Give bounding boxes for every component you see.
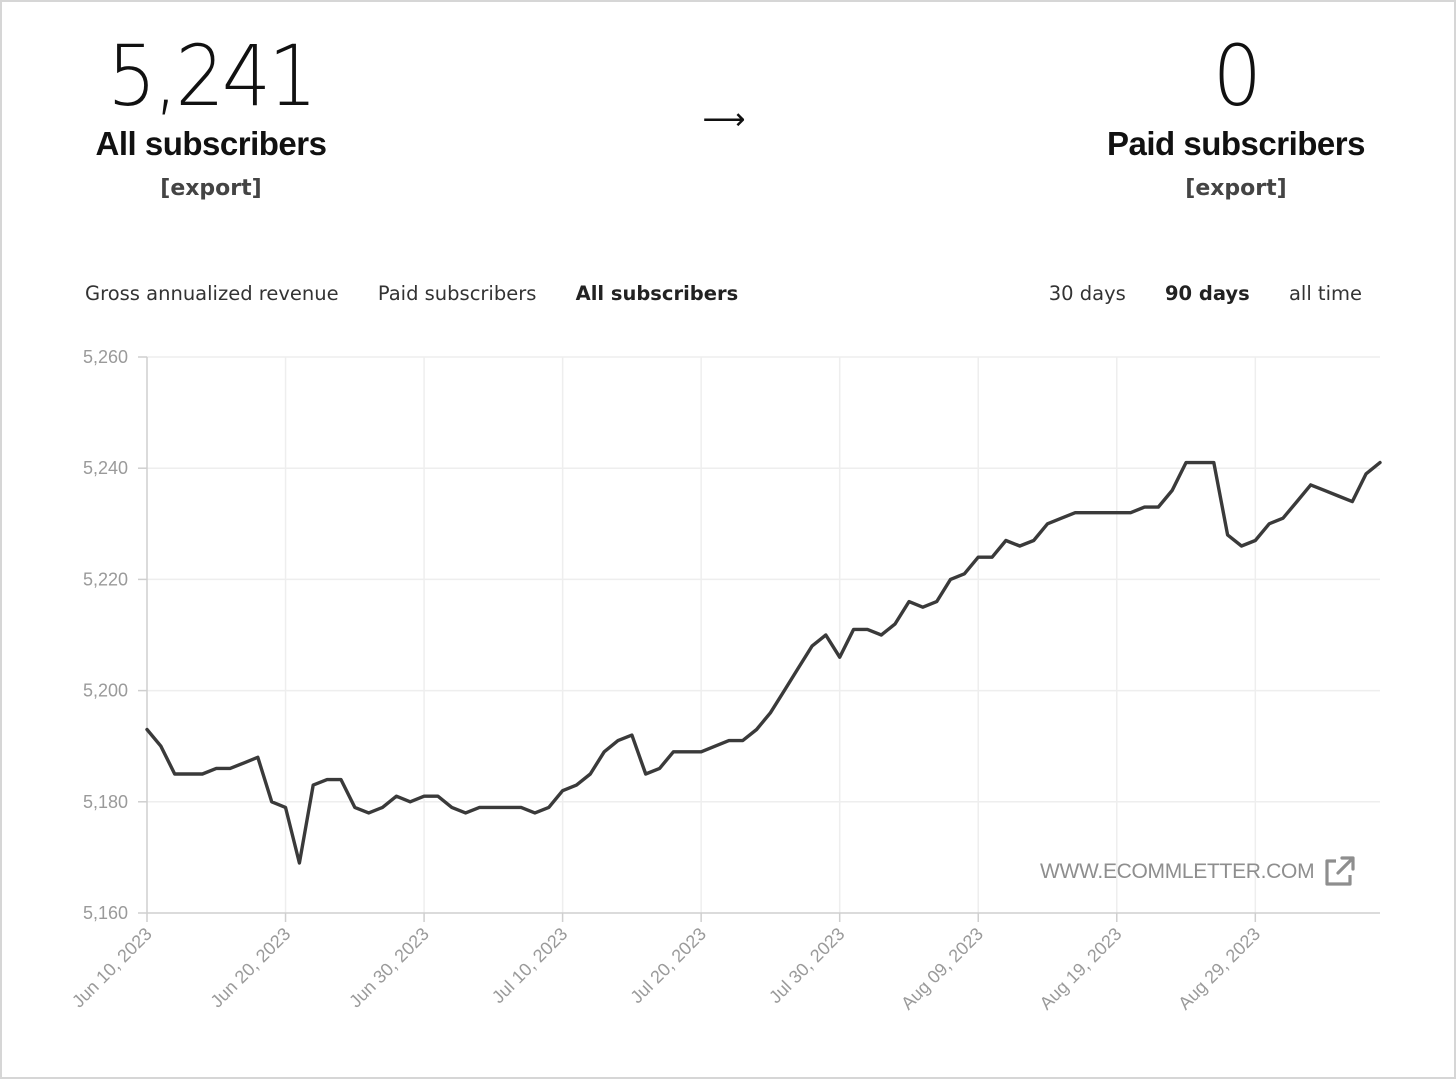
series-line-0 bbox=[145, 460, 1382, 865]
tab-gross-annualized-revenue[interactable]: Gross annualized revenue bbox=[85, 282, 339, 305]
all-subscribers-count: 5,241 bbox=[107, 27, 317, 125]
paid-subscribers-stat: 0 Paid subscribers [export] bbox=[1056, 28, 1416, 203]
y-tick-label: 5,180 bbox=[83, 792, 128, 812]
x-tick-label: Jun 30, 2023 bbox=[345, 924, 433, 1012]
tab-all-subscribers[interactable]: All subscribers bbox=[575, 282, 739, 305]
x-tick-label: Jul 20, 2023 bbox=[626, 924, 709, 1007]
all-subscribers-stat: 5,241 All subscribers [export] bbox=[31, 28, 391, 203]
y-tick-label: 5,160 bbox=[83, 903, 128, 923]
chart-grid bbox=[147, 356, 1380, 913]
x-tick-label: Jun 10, 2023 bbox=[68, 924, 156, 1012]
y-tick-label: 5,260 bbox=[83, 347, 128, 367]
right-arrow-icon: ⟶ bbox=[702, 102, 746, 137]
paid-subscribers-label: Paid subscribers bbox=[1107, 125, 1365, 162]
x-tick-label: Jun 20, 2023 bbox=[207, 924, 295, 1012]
all-subscribers-label: All subscribers bbox=[95, 125, 327, 162]
external-link-icon bbox=[1325, 856, 1355, 886]
x-tick-label: Aug 19, 2023 bbox=[1036, 924, 1126, 1014]
chart-axes bbox=[138, 356, 1380, 922]
tab-30-days[interactable]: 30 days bbox=[1048, 282, 1126, 305]
paid-subscribers-count: 0 bbox=[1212, 27, 1262, 125]
tab-paid-subscribers[interactable]: Paid subscribers bbox=[377, 282, 537, 305]
y-tick-label: 5,200 bbox=[83, 681, 128, 701]
tab-all-time[interactable]: all time bbox=[1288, 282, 1362, 305]
watermark-text: WWW.ECOMMLETTER.COM bbox=[1040, 860, 1315, 883]
range-tabs: 30 days 90 days all time bbox=[1016, 282, 1362, 310]
y-tick-label: 5,220 bbox=[83, 569, 128, 589]
x-tick-label: Jul 30, 2023 bbox=[765, 924, 848, 1007]
y-tick-label: 5,240 bbox=[83, 458, 128, 478]
tab-90-days[interactable]: 90 days bbox=[1164, 282, 1250, 305]
watermark[interactable]: WWW.ECOMMLETTER.COM bbox=[1040, 852, 1356, 892]
metric-tabs: Gross annualized revenue Paid subscriber… bbox=[85, 282, 771, 310]
chart-series bbox=[145, 460, 1382, 865]
paid-subscribers-export-link[interactable]: [export] bbox=[1185, 176, 1287, 201]
x-tick-label: Aug 09, 2023 bbox=[897, 924, 987, 1014]
all-subscribers-export-link[interactable]: [export] bbox=[160, 176, 262, 201]
x-tick-label: Aug 29, 2023 bbox=[1174, 924, 1264, 1014]
x-tick-label: Jul 10, 2023 bbox=[488, 924, 571, 1007]
